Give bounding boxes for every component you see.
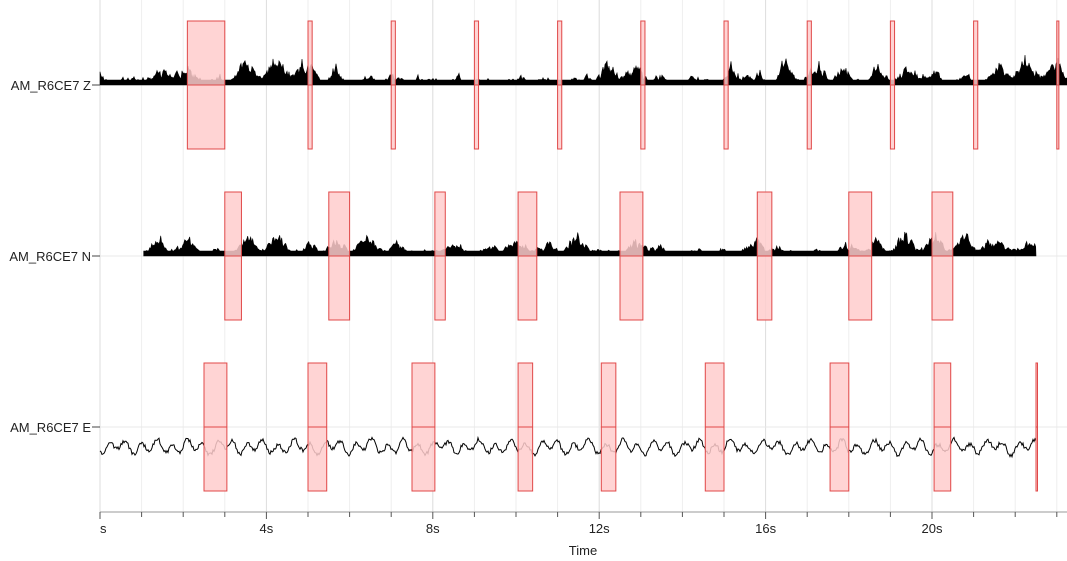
x-tick-label: 16s [755, 521, 776, 536]
x-tick-label: 8s [426, 521, 440, 536]
waveform-trace [143, 231, 1037, 257]
x-tick-label: 20s [922, 521, 943, 536]
waveform-trace [99, 435, 1037, 459]
channel-label: AM_R6CE7 Z [11, 78, 91, 93]
channel-label: AM_R6CE7 E [10, 420, 91, 435]
waveform-trace [99, 54, 1067, 86]
channel-labels: AM_R6CE7 Z AM_R6CE7 N AM_R6CE7 E [9, 78, 100, 435]
traces [99, 54, 1067, 459]
time-axis: s 4s 8s 12s 16s 20s [99, 511, 1067, 536]
x-axis-label: Time [569, 543, 597, 558]
highlight-regions [186, 20, 1060, 492]
x-tick-label: 12s [589, 521, 610, 536]
x-tick-label: s [100, 521, 107, 536]
channel-label: AM_R6CE7 N [9, 249, 91, 264]
x-tick-label: 4s [260, 521, 274, 536]
